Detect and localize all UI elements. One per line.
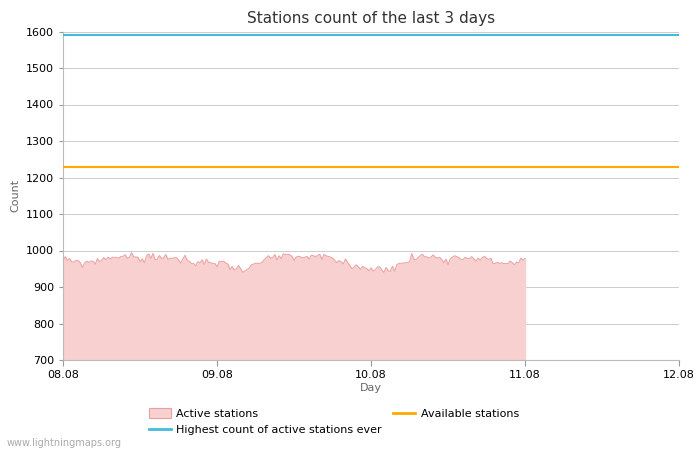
- Text: www.lightningmaps.org: www.lightningmaps.org: [7, 437, 122, 447]
- Title: Stations count of the last 3 days: Stations count of the last 3 days: [247, 11, 495, 26]
- Y-axis label: Count: Count: [10, 179, 20, 212]
- X-axis label: Day: Day: [360, 383, 382, 393]
- Legend: Active stations, Highest count of active stations ever, Available stations: Active stations, Highest count of active…: [148, 408, 519, 435]
